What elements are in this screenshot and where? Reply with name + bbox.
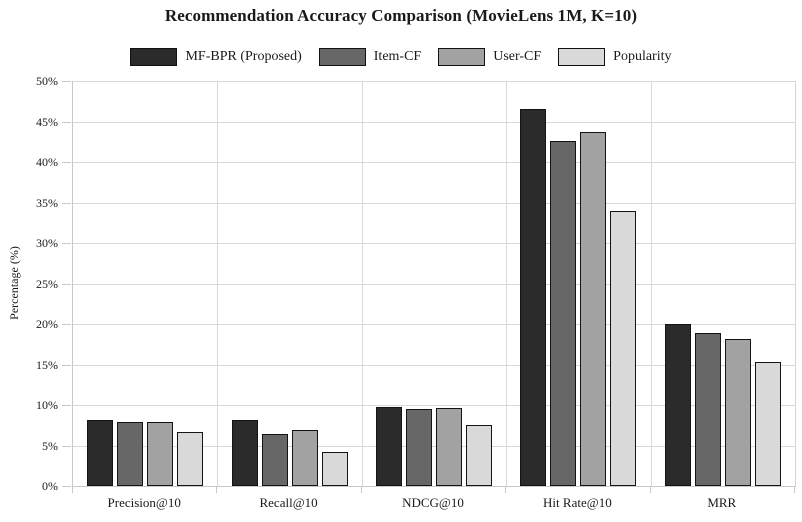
bar-Item-CF-Hit Rate@10	[550, 140, 577, 486]
legend-item: Item-CF	[318, 48, 422, 66]
x-tick-mark	[650, 487, 651, 493]
y-tick-label: 5%	[42, 438, 58, 453]
gridline-horizontal	[73, 405, 795, 406]
legend-label: MF-BPR (Proposed)	[185, 49, 302, 64]
x-axis-label: Precision@10	[107, 495, 181, 510]
y-tick-label: 25%	[36, 276, 58, 291]
bar-Popularity-MRR	[754, 362, 781, 486]
y-tick-label: 45%	[36, 114, 58, 129]
y-tick-mark	[62, 121, 71, 123]
gridline-vertical	[651, 81, 652, 486]
x-axis-label: MRR	[707, 495, 737, 510]
y-tick-label: 35%	[36, 195, 58, 210]
y-tick-mark	[62, 283, 71, 285]
x-axis-label: NDCG@10	[402, 495, 464, 510]
bar-MF-BPR (Proposed)-NDCG@10	[376, 407, 402, 486]
gridline-vertical	[217, 81, 218, 486]
gridline-vertical	[506, 81, 507, 486]
bar-User-CF-Hit Rate@10	[580, 132, 607, 486]
y-tick-label: 10%	[36, 398, 58, 412]
x-axis-label: Hit Rate@10	[543, 495, 612, 510]
gridline-horizontal	[73, 162, 795, 163]
legend-item: User-CF	[438, 48, 541, 66]
y-tick-mark	[62, 324, 71, 325]
bar-User-CF-Recall@10	[291, 430, 318, 486]
bar-MF-BPR (Proposed)-Hit Rate@10	[520, 109, 547, 486]
y-tick-mark	[62, 81, 71, 82]
bar-Item-CF-MRR	[694, 332, 721, 486]
legend-item: Popularity	[558, 48, 672, 66]
gridline-horizontal	[73, 243, 795, 244]
y-tick-mark	[62, 405, 71, 406]
legend-label: Popularity	[613, 49, 672, 64]
gridline-horizontal	[73, 202, 795, 204]
y-tick-mark	[62, 445, 71, 447]
chart-title: Recommendation Accuracy Comparison (Movi…	[164, 6, 638, 25]
bar-MF-BPR (Proposed)-MRR	[664, 324, 691, 486]
plot-area	[72, 81, 796, 487]
x-tick-mark	[505, 487, 506, 493]
x-tick-mark	[794, 487, 795, 493]
y-tick-mark	[62, 162, 71, 163]
legend: MF-BPR (Proposed) Item-CF User-CF Popularit…	[0, 48, 802, 66]
gridline-horizontal	[73, 81, 795, 82]
x-axis-label: Recall@10	[259, 495, 318, 510]
y-tick-label: 40%	[36, 155, 58, 169]
gridline-horizontal	[73, 324, 795, 325]
legend-swatch	[130, 48, 178, 66]
bar-User-CF-NDCG@10	[436, 408, 462, 486]
x-tick-mark	[361, 487, 362, 493]
bar-Popularity-Recall@10	[321, 451, 348, 486]
y-tick-label: 50%	[36, 74, 58, 88]
y-tick-label: 20%	[36, 317, 58, 331]
bar-User-CF-MRR	[724, 339, 751, 486]
legend-label: User-CF	[493, 49, 542, 64]
y-tick-mark	[62, 243, 71, 244]
bar-MF-BPR (Proposed)-Precision@10	[87, 420, 114, 486]
bar-Popularity-Hit Rate@10	[610, 210, 637, 486]
bar-Item-CF-NDCG@10	[406, 409, 432, 486]
gridline-horizontal	[73, 121, 795, 123]
gridline-horizontal	[73, 283, 795, 285]
bar-Popularity-NDCG@10	[466, 425, 492, 486]
y-tick-label: 15%	[36, 357, 58, 372]
legend-label: Item-CF	[373, 49, 422, 64]
y-tick-mark	[62, 486, 71, 487]
bar-User-CF-Precision@10	[147, 422, 174, 486]
y-tick-label: 0%	[42, 479, 58, 493]
legend-swatch	[558, 48, 606, 66]
bar-Item-CF-Recall@10	[261, 434, 288, 486]
legend-item: MF-BPR (Proposed)	[130, 48, 302, 66]
y-tick-mark	[62, 364, 71, 366]
x-tick-mark	[72, 487, 73, 493]
gridline-horizontal	[73, 445, 795, 447]
legend-swatch	[318, 48, 366, 66]
bar-MF-BPR (Proposed)-Recall@10	[231, 420, 258, 486]
legend-swatch	[438, 48, 486, 66]
x-tick-mark	[216, 487, 217, 493]
bar-Popularity-Precision@10	[177, 431, 204, 486]
y-tick-mark	[62, 202, 71, 204]
gridline-vertical	[362, 81, 363, 486]
gridline-horizontal	[73, 364, 795, 366]
bar-Item-CF-Precision@10	[117, 422, 144, 486]
y-tick-label: 30%	[36, 236, 58, 250]
